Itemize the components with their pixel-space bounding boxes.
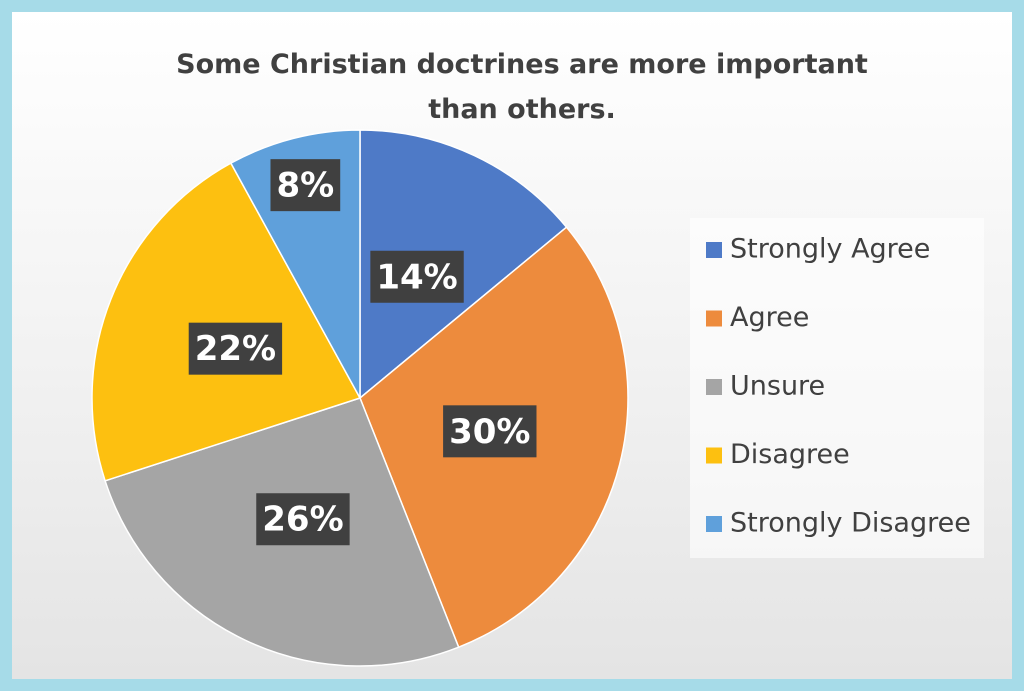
pie-slice — [91, 162, 362, 482]
data-label-text: 30% — [449, 412, 530, 452]
legend-swatch — [706, 379, 722, 395]
legend-label: Strongly Disagree — [730, 508, 971, 539]
legend-swatch — [706, 516, 722, 532]
legend-swatch — [706, 447, 722, 464]
data-label-text: 26% — [262, 500, 343, 540]
chart-title: Some Christian doctrines are more import… — [176, 49, 868, 125]
data-label-box — [188, 322, 283, 375]
legend-swatch — [706, 242, 722, 258]
data-label-text: 8% — [276, 166, 334, 206]
legend-label: Agree — [730, 302, 809, 333]
legend-label: Disagree — [730, 439, 850, 470]
data-label: 30% — [443, 405, 537, 458]
data-label-box — [370, 250, 464, 303]
data-label-box — [270, 159, 341, 212]
data-label-box — [256, 493, 350, 546]
legend-label: Strongly Agree — [730, 234, 930, 265]
data-label: 14% — [370, 250, 464, 303]
legend-label: Unsure — [730, 371, 825, 402]
legend-swatch — [706, 310, 722, 327]
data-label-text: 14% — [376, 257, 457, 297]
data-label: 26% — [256, 493, 350, 546]
data-label: 22% — [188, 322, 283, 375]
data-label: 8% — [270, 159, 341, 212]
legend-box — [690, 218, 984, 558]
data-label-box — [443, 405, 537, 458]
data-label-text: 22% — [195, 329, 276, 369]
